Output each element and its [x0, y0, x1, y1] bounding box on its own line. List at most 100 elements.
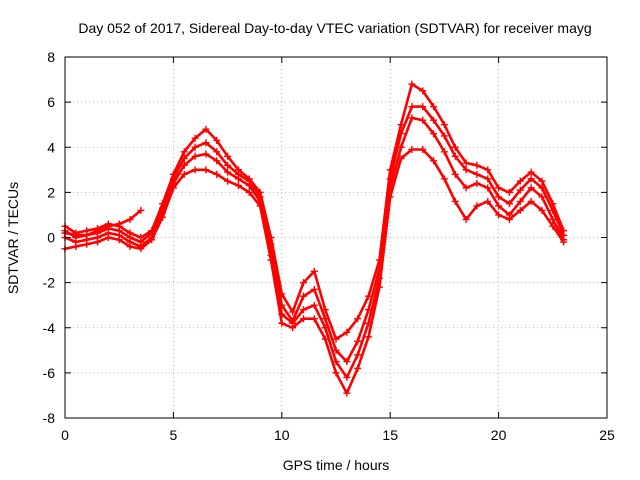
data-point — [256, 202, 264, 210]
data-point — [505, 188, 513, 196]
data-point — [397, 155, 405, 163]
data-point — [440, 148, 448, 156]
data-point — [495, 202, 503, 210]
data-point — [430, 116, 438, 124]
tick-layer: 0 5 10 15 20 25 -8 -6 -4 -2 0 2 4 6 8 — [43, 49, 615, 443]
data-point — [430, 130, 438, 138]
data-point — [191, 152, 199, 160]
data-point — [321, 315, 329, 323]
data-point — [159, 213, 167, 221]
y-tick-label: -8 — [43, 410, 56, 426]
data-point — [419, 103, 427, 111]
data-point — [224, 161, 232, 169]
data-point — [408, 80, 416, 88]
data-point — [365, 333, 373, 341]
data-point — [180, 161, 188, 169]
data-point — [386, 193, 394, 201]
data-point — [180, 148, 188, 156]
series-line — [63, 105, 565, 363]
data-point — [408, 146, 416, 154]
grid-layer — [65, 57, 607, 418]
data-point — [148, 236, 156, 244]
data-point — [202, 150, 210, 158]
data-point — [332, 369, 340, 377]
data-point — [505, 200, 513, 208]
data-point — [354, 315, 362, 323]
data-point — [332, 335, 340, 343]
data-point — [191, 143, 199, 151]
x-tick-label: 25 — [599, 427, 615, 443]
data-point — [419, 146, 427, 154]
data-point — [137, 245, 145, 253]
data-point — [560, 238, 568, 246]
data-point — [440, 175, 448, 183]
data-point — [278, 319, 286, 327]
data-point — [202, 139, 210, 147]
data-point — [137, 206, 145, 214]
x-tick-label: 15 — [382, 427, 398, 443]
data-point — [126, 215, 134, 223]
data-point — [234, 182, 242, 190]
data-point — [430, 157, 438, 165]
data-point — [473, 170, 481, 178]
data-point — [94, 227, 102, 235]
data-point — [484, 184, 492, 192]
data-point — [289, 324, 297, 332]
data-point — [126, 243, 134, 251]
data-point — [245, 182, 253, 190]
data-point — [473, 202, 481, 210]
data-point — [321, 324, 329, 332]
y-tick-label: -2 — [43, 275, 56, 291]
data-point — [310, 285, 318, 293]
data-point — [419, 116, 427, 124]
data-point — [343, 328, 351, 336]
data-point — [549, 215, 557, 223]
y-tick-label: 4 — [47, 139, 55, 155]
y-tick-label: -6 — [43, 365, 56, 381]
series-track-3 — [61, 114, 568, 381]
data-point — [72, 243, 80, 251]
data-point — [462, 215, 470, 223]
data-point — [191, 134, 199, 142]
data-point — [516, 206, 524, 214]
data-point — [299, 306, 307, 314]
data-point — [83, 231, 91, 239]
data-point — [343, 389, 351, 397]
data-point — [462, 166, 470, 174]
data-point — [495, 184, 503, 192]
data-point — [354, 337, 362, 345]
chart-title: Day 052 of 2017, Sidereal Day-to-day VTE… — [78, 20, 591, 36]
data-point — [213, 170, 221, 178]
data-point — [505, 215, 513, 223]
y-axis-label: SDTVAR / TECUs — [5, 182, 21, 294]
data-point — [419, 87, 427, 95]
data-point — [538, 206, 546, 214]
data-point — [462, 159, 470, 167]
data-point — [473, 179, 481, 187]
data-point — [484, 166, 492, 174]
data-point — [516, 186, 524, 194]
data-point — [549, 206, 557, 214]
y-tick-label: 2 — [47, 184, 55, 200]
data-point — [484, 175, 492, 183]
data-point — [321, 335, 329, 343]
data-point — [224, 177, 232, 185]
data-point — [408, 103, 416, 111]
data-point — [310, 315, 318, 323]
data-point — [527, 184, 535, 192]
x-tick-label: 10 — [274, 427, 290, 443]
data-point — [397, 130, 405, 138]
data-point — [538, 193, 546, 201]
data-point — [451, 170, 459, 178]
data-point — [224, 152, 232, 160]
data-point — [234, 175, 242, 183]
data-point — [267, 256, 275, 264]
data-point — [527, 197, 535, 205]
data-point — [169, 184, 177, 192]
data-point — [462, 184, 470, 192]
x-tick-label: 0 — [61, 427, 69, 443]
data-point — [451, 152, 459, 160]
data-point — [375, 283, 383, 291]
